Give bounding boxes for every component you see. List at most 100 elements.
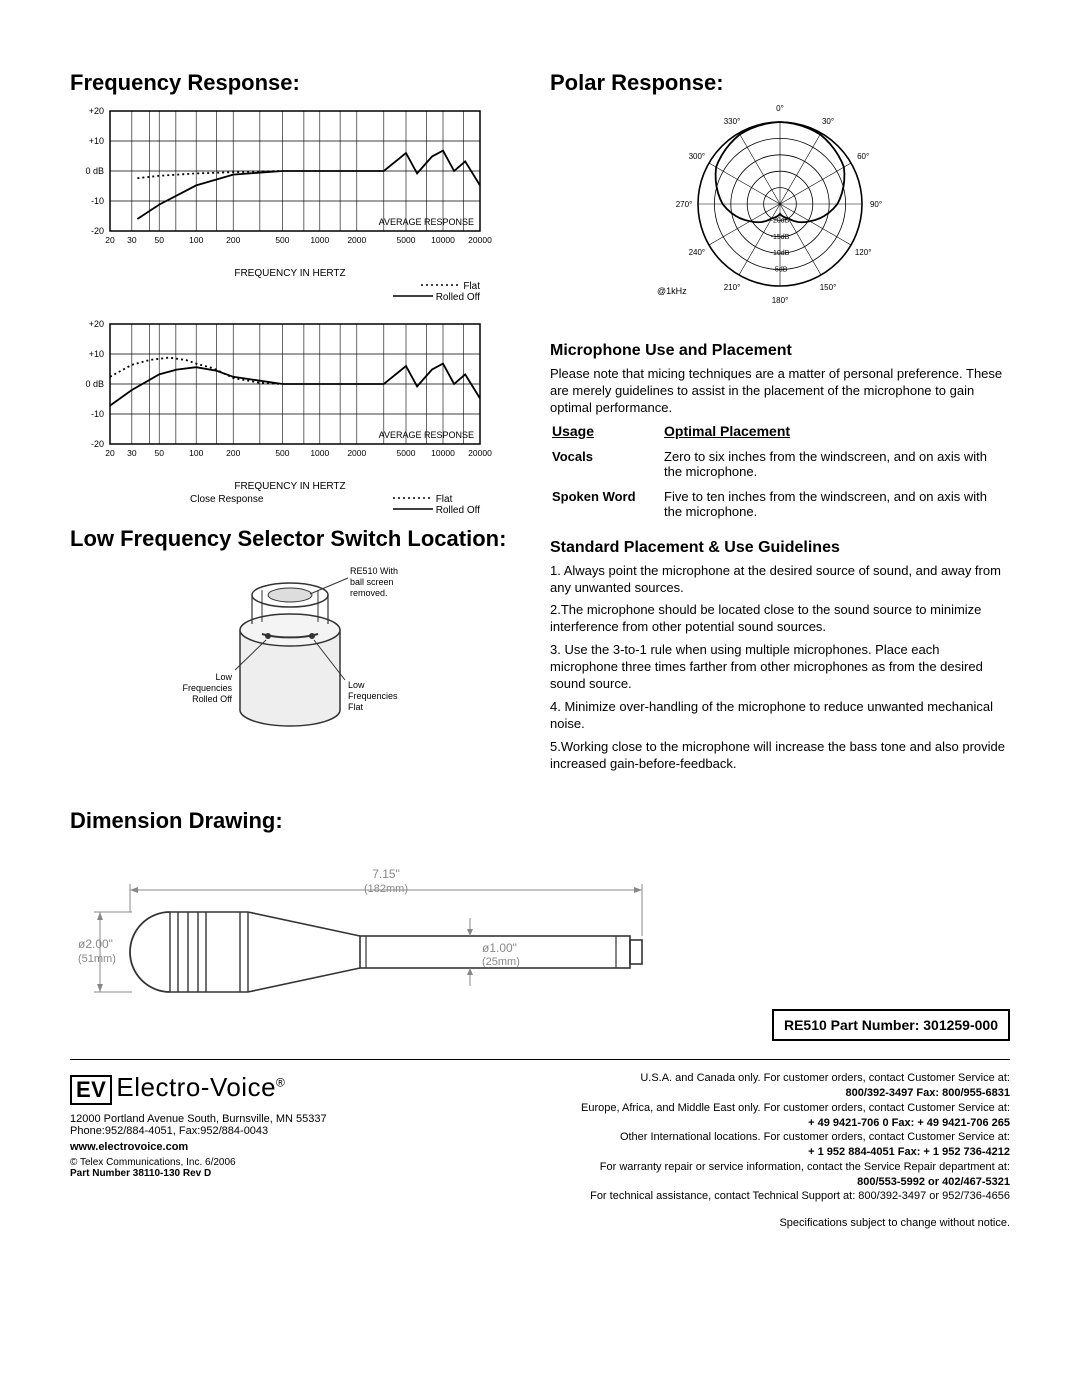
lowfreq-heading: Low Frequency Selector Switch Location: [70, 526, 510, 552]
freq-chart1-xlabel: FREQUENCY IN HERTZ [70, 268, 510, 279]
svg-text:@1kHz: @1kHz [657, 286, 687, 296]
svg-text:ball screen: ball screen [350, 577, 394, 587]
footer-contact-line: 800/553-5992 or 402/467-5321 [420, 1176, 1010, 1190]
svg-text:+20: +20 [89, 106, 104, 116]
svg-text:AVERAGE RESPONSE: AVERAGE RESPONSE [379, 217, 474, 227]
svg-text:Low: Low [348, 680, 365, 690]
svg-text:(51mm): (51mm) [78, 953, 116, 965]
guideline-item: 2.The microphone should be located close… [550, 602, 1010, 636]
table-row: Spoken Word Five to ten inches from the … [552, 485, 1008, 523]
svg-text:240°: 240° [689, 248, 706, 257]
svg-text:5000: 5000 [397, 448, 416, 458]
usage-header-0: Usage [552, 423, 662, 443]
svg-text:Frequencies: Frequencies [348, 691, 398, 701]
footer-contact-line: Other International locations. For custo… [420, 1131, 1010, 1145]
svg-text:(182mm): (182mm) [364, 883, 408, 895]
polar-chart: -5dB-10dB-15dB-20dB0°30°60°90°120°150°18… [645, 104, 915, 314]
svg-text:210°: 210° [724, 283, 741, 292]
footer-right: U.S.A. and Canada only. For customer ord… [420, 1072, 1010, 1205]
svg-text:200: 200 [226, 448, 240, 458]
svg-text:10000: 10000 [431, 448, 455, 458]
guideline-item: 4. Minimize over-handling of the microph… [550, 699, 1010, 733]
svg-text:60°: 60° [857, 152, 869, 161]
svg-text:0 dB: 0 dB [85, 379, 104, 389]
svg-text:+10: +10 [89, 136, 104, 146]
svg-text:Rolled Off: Rolled Off [192, 694, 232, 704]
svg-text:2000: 2000 [347, 235, 366, 245]
footer-disclaimer: Specifications subject to change without… [70, 1217, 1010, 1229]
dimension-drawing: 7.15" (182mm) ø2.00" (51mm) ø1.00"(25mm) [70, 852, 890, 1032]
usage-table: Usage Optimal Placement Vocals Zero to s… [550, 421, 1010, 525]
svg-text:-10: -10 [91, 196, 104, 206]
freq-chart2-legend: Flat Rolled Off [393, 494, 480, 516]
usage-header-1: Optimal Placement [664, 423, 1008, 443]
footer-address: 12000 Portland Avenue South, Burnsville,… [70, 1113, 400, 1125]
guideline-item: 3. Use the 3-to-1 rule when using multip… [550, 642, 1010, 693]
freq-chart2-xlabel: FREQUENCY IN HERTZ [70, 481, 510, 492]
svg-text:120°: 120° [855, 248, 872, 257]
freq-chart-1: +20 +10 0 dB -10 -2020 30 50 100 200 500 1000 2000 5… [70, 106, 510, 303]
footer-contact-line: For warranty repair or service informati… [420, 1161, 1010, 1175]
footer-phone: Phone:952/884-4051, Fax:952/884-0043 [70, 1125, 400, 1137]
svg-text:300°: 300° [689, 152, 706, 161]
footer-copyright: © Telex Communications, Inc. 6/2006 [70, 1157, 400, 1168]
svg-text:30°: 30° [822, 117, 834, 126]
svg-text:270°: 270° [676, 200, 693, 209]
svg-text:500: 500 [275, 448, 289, 458]
svg-text:+10: +10 [89, 349, 104, 359]
svg-text:-10: -10 [91, 409, 104, 419]
svg-text:Flat: Flat [348, 702, 364, 712]
svg-text:150°: 150° [820, 283, 837, 292]
svg-text:50: 50 [154, 448, 164, 458]
svg-text:30: 30 [127, 235, 137, 245]
guidelines-heading: Standard Placement & Use Guidelines [550, 539, 1010, 557]
polar-heading: Polar Response: [550, 70, 1010, 96]
micuse-heading: Microphone Use and Placement [550, 342, 1010, 360]
svg-text:100: 100 [189, 448, 203, 458]
svg-text:0°: 0° [776, 104, 784, 113]
svg-text:20: 20 [105, 235, 115, 245]
footer-url: www.electrovoice.com [70, 1141, 400, 1153]
svg-text:ø2.00": ø2.00" [78, 937, 113, 951]
svg-text:Low: Low [215, 672, 232, 682]
brand-logo: EVElectro-Voice® [70, 1072, 400, 1104]
svg-text:330°: 330° [724, 117, 741, 126]
svg-text:7.15": 7.15" [372, 867, 400, 881]
svg-text:5000: 5000 [397, 235, 416, 245]
svg-text:1000: 1000 [310, 235, 329, 245]
footer-separator [70, 1059, 1010, 1060]
svg-text:20000: 20000 [468, 235, 492, 245]
svg-text:500: 500 [275, 235, 289, 245]
svg-text:20000: 20000 [468, 448, 492, 458]
svg-text:+20: +20 [89, 319, 104, 329]
svg-text:ø1.00": ø1.00" [482, 941, 517, 955]
svg-text:100: 100 [189, 235, 203, 245]
svg-text:90°: 90° [870, 200, 882, 209]
footer-contact-line: + 49 9421-706 0 Fax: + 49 9421-706 265 [420, 1117, 1010, 1131]
footer-contact-line: U.S.A. and Canada only. For customer ord… [420, 1072, 1010, 1086]
svg-text:50: 50 [154, 235, 164, 245]
svg-text:180°: 180° [772, 296, 789, 305]
svg-text:Frequencies: Frequencies [182, 683, 232, 693]
table-row: Vocals Zero to six inches from the winds… [552, 445, 1008, 483]
footer-contact-line: 800/392-3497 Fax: 800/955-6831 [420, 1087, 1010, 1101]
svg-text:-20: -20 [91, 226, 104, 236]
footer-contact-line: Europe, Africa, and Middle East only. Fo… [420, 1102, 1010, 1116]
svg-text:2000: 2000 [347, 448, 366, 458]
guideline-item: 1. Always point the microphone at the de… [550, 563, 1010, 597]
svg-text:30: 30 [127, 448, 137, 458]
freq-response-heading: Frequency Response: [70, 70, 510, 96]
svg-text:1000: 1000 [310, 448, 329, 458]
svg-text:-20: -20 [91, 439, 104, 449]
svg-text:10000: 10000 [431, 235, 455, 245]
freq-chart2-sublabel: Close Response [190, 494, 263, 516]
mic-switch-diagram: RE510 Withball screenremoved.LowFrequenc… [150, 560, 430, 760]
svg-text:RE510 With: RE510 With [350, 566, 398, 576]
footer-contact-line: For technical assistance, contact Techni… [420, 1190, 1010, 1204]
dimension-heading: Dimension Drawing: [70, 808, 1010, 834]
svg-text:(25mm): (25mm) [482, 956, 520, 968]
svg-text:20: 20 [105, 448, 115, 458]
svg-text:0 dB: 0 dB [85, 166, 104, 176]
svg-text:200: 200 [226, 235, 240, 245]
footer-contact-line: + 1 952 884-4051 Fax: + 1 952 736-4212 [420, 1146, 1010, 1160]
